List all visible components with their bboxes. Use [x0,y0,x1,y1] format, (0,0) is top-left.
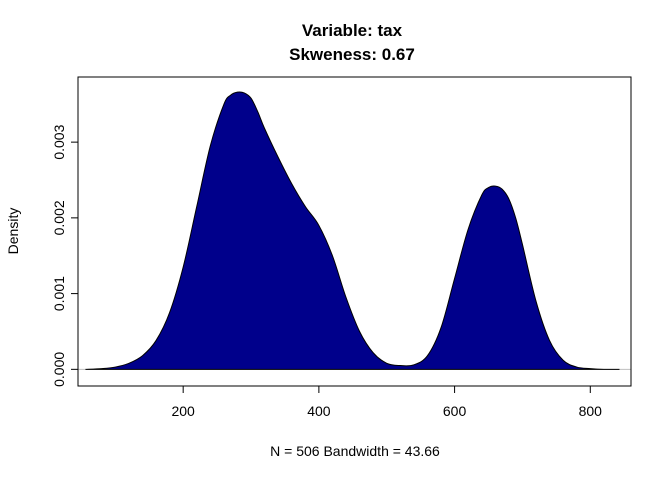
y-tick-label: 0.001 [51,276,67,311]
x-axis-label: N = 506 Bandwidth = 43.66 [270,443,440,459]
x-tick-label: 400 [307,403,331,419]
y-axis: 0.000 0.001 0.002 0.003 [51,124,79,387]
y-tick-label: 0.000 [51,352,67,387]
y-axis-label: Density [5,208,21,255]
x-axis: 200 400 600 800 [171,385,603,419]
chart-title: Variable: tax [302,21,403,40]
x-tick-label: 600 [443,403,467,419]
x-tick-label: 800 [579,403,603,419]
chart-subtitle: Skweness: 0.67 [289,45,415,64]
plot-area [78,91,631,370]
x-tick-label: 200 [171,403,195,419]
y-tick-label: 0.003 [51,124,67,159]
density-area [85,91,620,370]
y-tick-label: 0.002 [51,200,67,235]
